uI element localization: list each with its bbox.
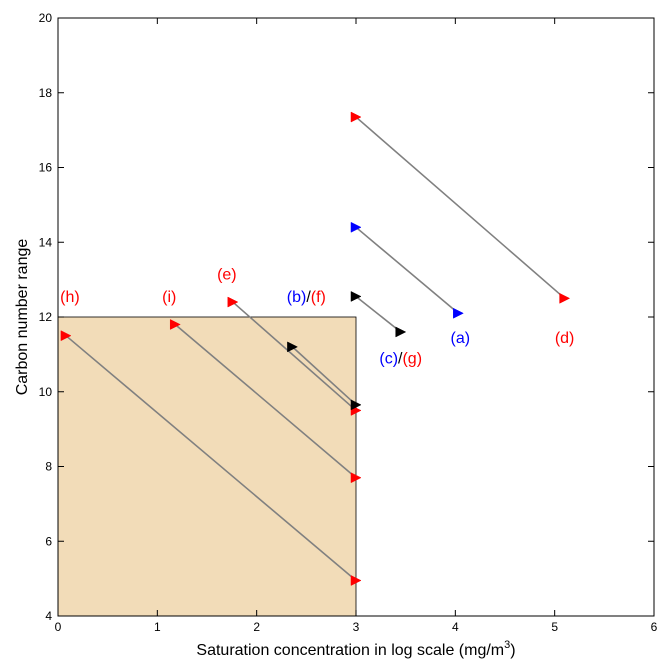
point-annotation: (d) [555, 330, 575, 347]
annotation-part: (g) [402, 351, 422, 368]
annotation-part: / [306, 289, 311, 306]
segment-end-marker [350, 575, 362, 586]
point-annotation: (a) [451, 330, 471, 347]
segment-start-marker [350, 111, 362, 123]
annotation-part: (h) [60, 289, 80, 306]
x-tick-label: 1 [154, 620, 161, 634]
point-annotation: (b)/(f) [287, 289, 326, 306]
segment-line [355, 226, 459, 314]
segment-end-marker [395, 326, 407, 338]
segment-start-marker [227, 296, 239, 308]
x-tick-label: 5 [551, 620, 558, 634]
segment-line [291, 346, 357, 406]
x-tick-label: 4 [452, 620, 459, 634]
segment-end-marker [350, 472, 362, 484]
shaded-region-layer [57, 316, 357, 617]
segment-line [355, 295, 402, 333]
segment-line [174, 323, 357, 479]
x-axis-title: Saturation concentration in log scale (m… [196, 639, 515, 659]
point-annotation: (i) [162, 289, 176, 306]
annotation-part: (a) [451, 330, 471, 347]
y-tick-label: 18 [39, 86, 53, 100]
y-axis-title: Carbon number range [14, 239, 31, 396]
y-tick-label: 14 [39, 235, 53, 249]
x-tick-label: 2 [253, 620, 260, 634]
markers-layer [60, 111, 571, 586]
x-tick-label: 3 [353, 620, 360, 634]
point-annotation: (c)/(g) [379, 351, 422, 368]
annotation-part: (c) [379, 351, 398, 368]
annotation-part: (e) [217, 267, 237, 284]
shaded-region [57, 316, 357, 617]
y-tick-label: 16 [39, 161, 53, 175]
annotation-part: (b) [287, 289, 307, 306]
segment-line [355, 116, 566, 299]
annotation-part: (d) [555, 330, 575, 347]
annotation-part: / [398, 351, 403, 368]
y-tick-label: 10 [39, 385, 53, 399]
segment-end-marker [559, 292, 571, 304]
annotation-part: (i) [162, 289, 176, 306]
segment-line [232, 301, 357, 412]
x-tick-label: 0 [55, 620, 62, 634]
segment-start-marker [350, 221, 362, 233]
y-tick-label: 20 [39, 11, 53, 25]
point-annotation: (h) [60, 289, 80, 306]
segment-start-marker [169, 319, 181, 330]
y-tick-label: 8 [45, 460, 52, 474]
y-tick-label: 12 [39, 310, 53, 324]
segments-layer [65, 116, 566, 582]
annotation-layer: (h) (i)(e)(b)/(f)(a)(c)/(g)(d) [60, 267, 574, 368]
segment-start-marker [60, 330, 72, 342]
annotation-part: (f) [311, 289, 326, 306]
segment-line [65, 335, 357, 582]
point-annotation: (e) [217, 267, 237, 284]
segment-end-marker [453, 307, 464, 319]
x-tick-label: 6 [651, 620, 657, 634]
y-tick-label: 6 [45, 534, 52, 548]
y-tick-label: 4 [45, 609, 52, 623]
segment-start-marker [350, 291, 362, 302]
segment-start-marker [287, 341, 298, 353]
segment-end-marker [350, 399, 362, 411]
